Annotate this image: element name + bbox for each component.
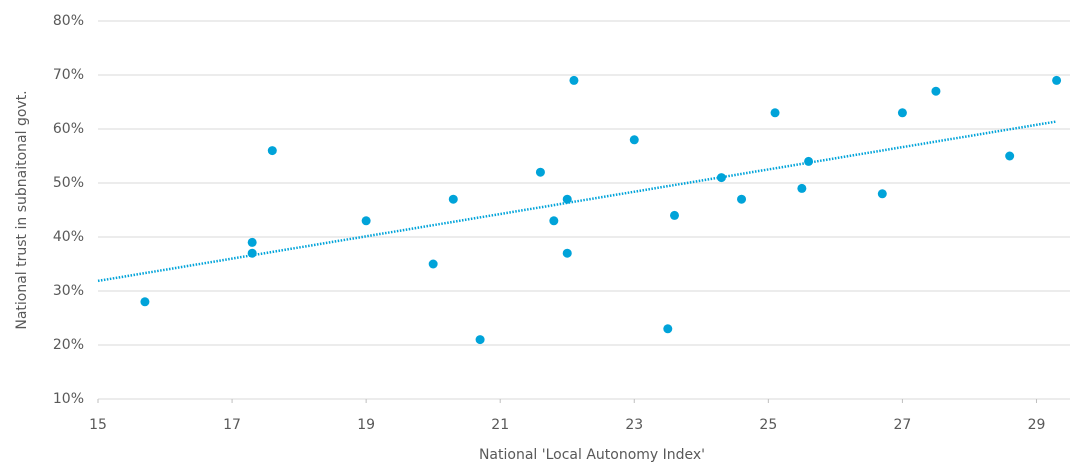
point bbox=[562, 248, 572, 258]
point bbox=[562, 194, 572, 204]
point bbox=[663, 324, 673, 334]
point bbox=[361, 216, 371, 226]
x-tick-label: 19 bbox=[357, 417, 375, 433]
point bbox=[737, 194, 747, 204]
y-tick-label: 60% bbox=[53, 121, 84, 137]
point bbox=[797, 183, 807, 193]
x-tick-label: 27 bbox=[893, 417, 911, 433]
y-tick-label: 80% bbox=[53, 13, 84, 29]
point bbox=[569, 75, 579, 85]
point bbox=[448, 194, 458, 204]
y-axis-label: National trust in subnaitonal govt. bbox=[14, 90, 30, 329]
x-tick-label: 21 bbox=[491, 417, 509, 433]
point bbox=[549, 216, 559, 226]
point bbox=[629, 135, 639, 145]
point bbox=[140, 297, 150, 307]
point bbox=[247, 237, 257, 247]
y-tick-label: 70% bbox=[53, 67, 84, 83]
point bbox=[770, 108, 780, 118]
x-tick-label: 23 bbox=[625, 417, 643, 433]
x-tick-label: 29 bbox=[1028, 417, 1046, 433]
x-tick-label: 17 bbox=[223, 417, 241, 433]
y-tick-label: 30% bbox=[53, 283, 84, 299]
point bbox=[716, 173, 726, 183]
point bbox=[669, 210, 679, 220]
y-tick-label: 50% bbox=[53, 175, 84, 191]
point bbox=[1005, 151, 1015, 161]
point bbox=[931, 86, 941, 96]
x-axis-label: National 'Local Autonomy Index' bbox=[479, 447, 705, 463]
point bbox=[897, 108, 907, 118]
x-tick-label: 15 bbox=[89, 417, 107, 433]
point bbox=[535, 167, 545, 177]
y-tick-label: 20% bbox=[53, 337, 84, 353]
point bbox=[267, 146, 277, 156]
trendline bbox=[97, 120, 1057, 283]
point bbox=[1052, 75, 1062, 85]
point bbox=[428, 259, 438, 269]
point bbox=[247, 248, 257, 258]
x-tick-label: 25 bbox=[759, 417, 777, 433]
point bbox=[475, 335, 485, 345]
y-tick-label: 40% bbox=[53, 229, 84, 245]
y-tick-label: 10% bbox=[53, 391, 84, 407]
point bbox=[877, 189, 887, 199]
point bbox=[804, 156, 814, 166]
